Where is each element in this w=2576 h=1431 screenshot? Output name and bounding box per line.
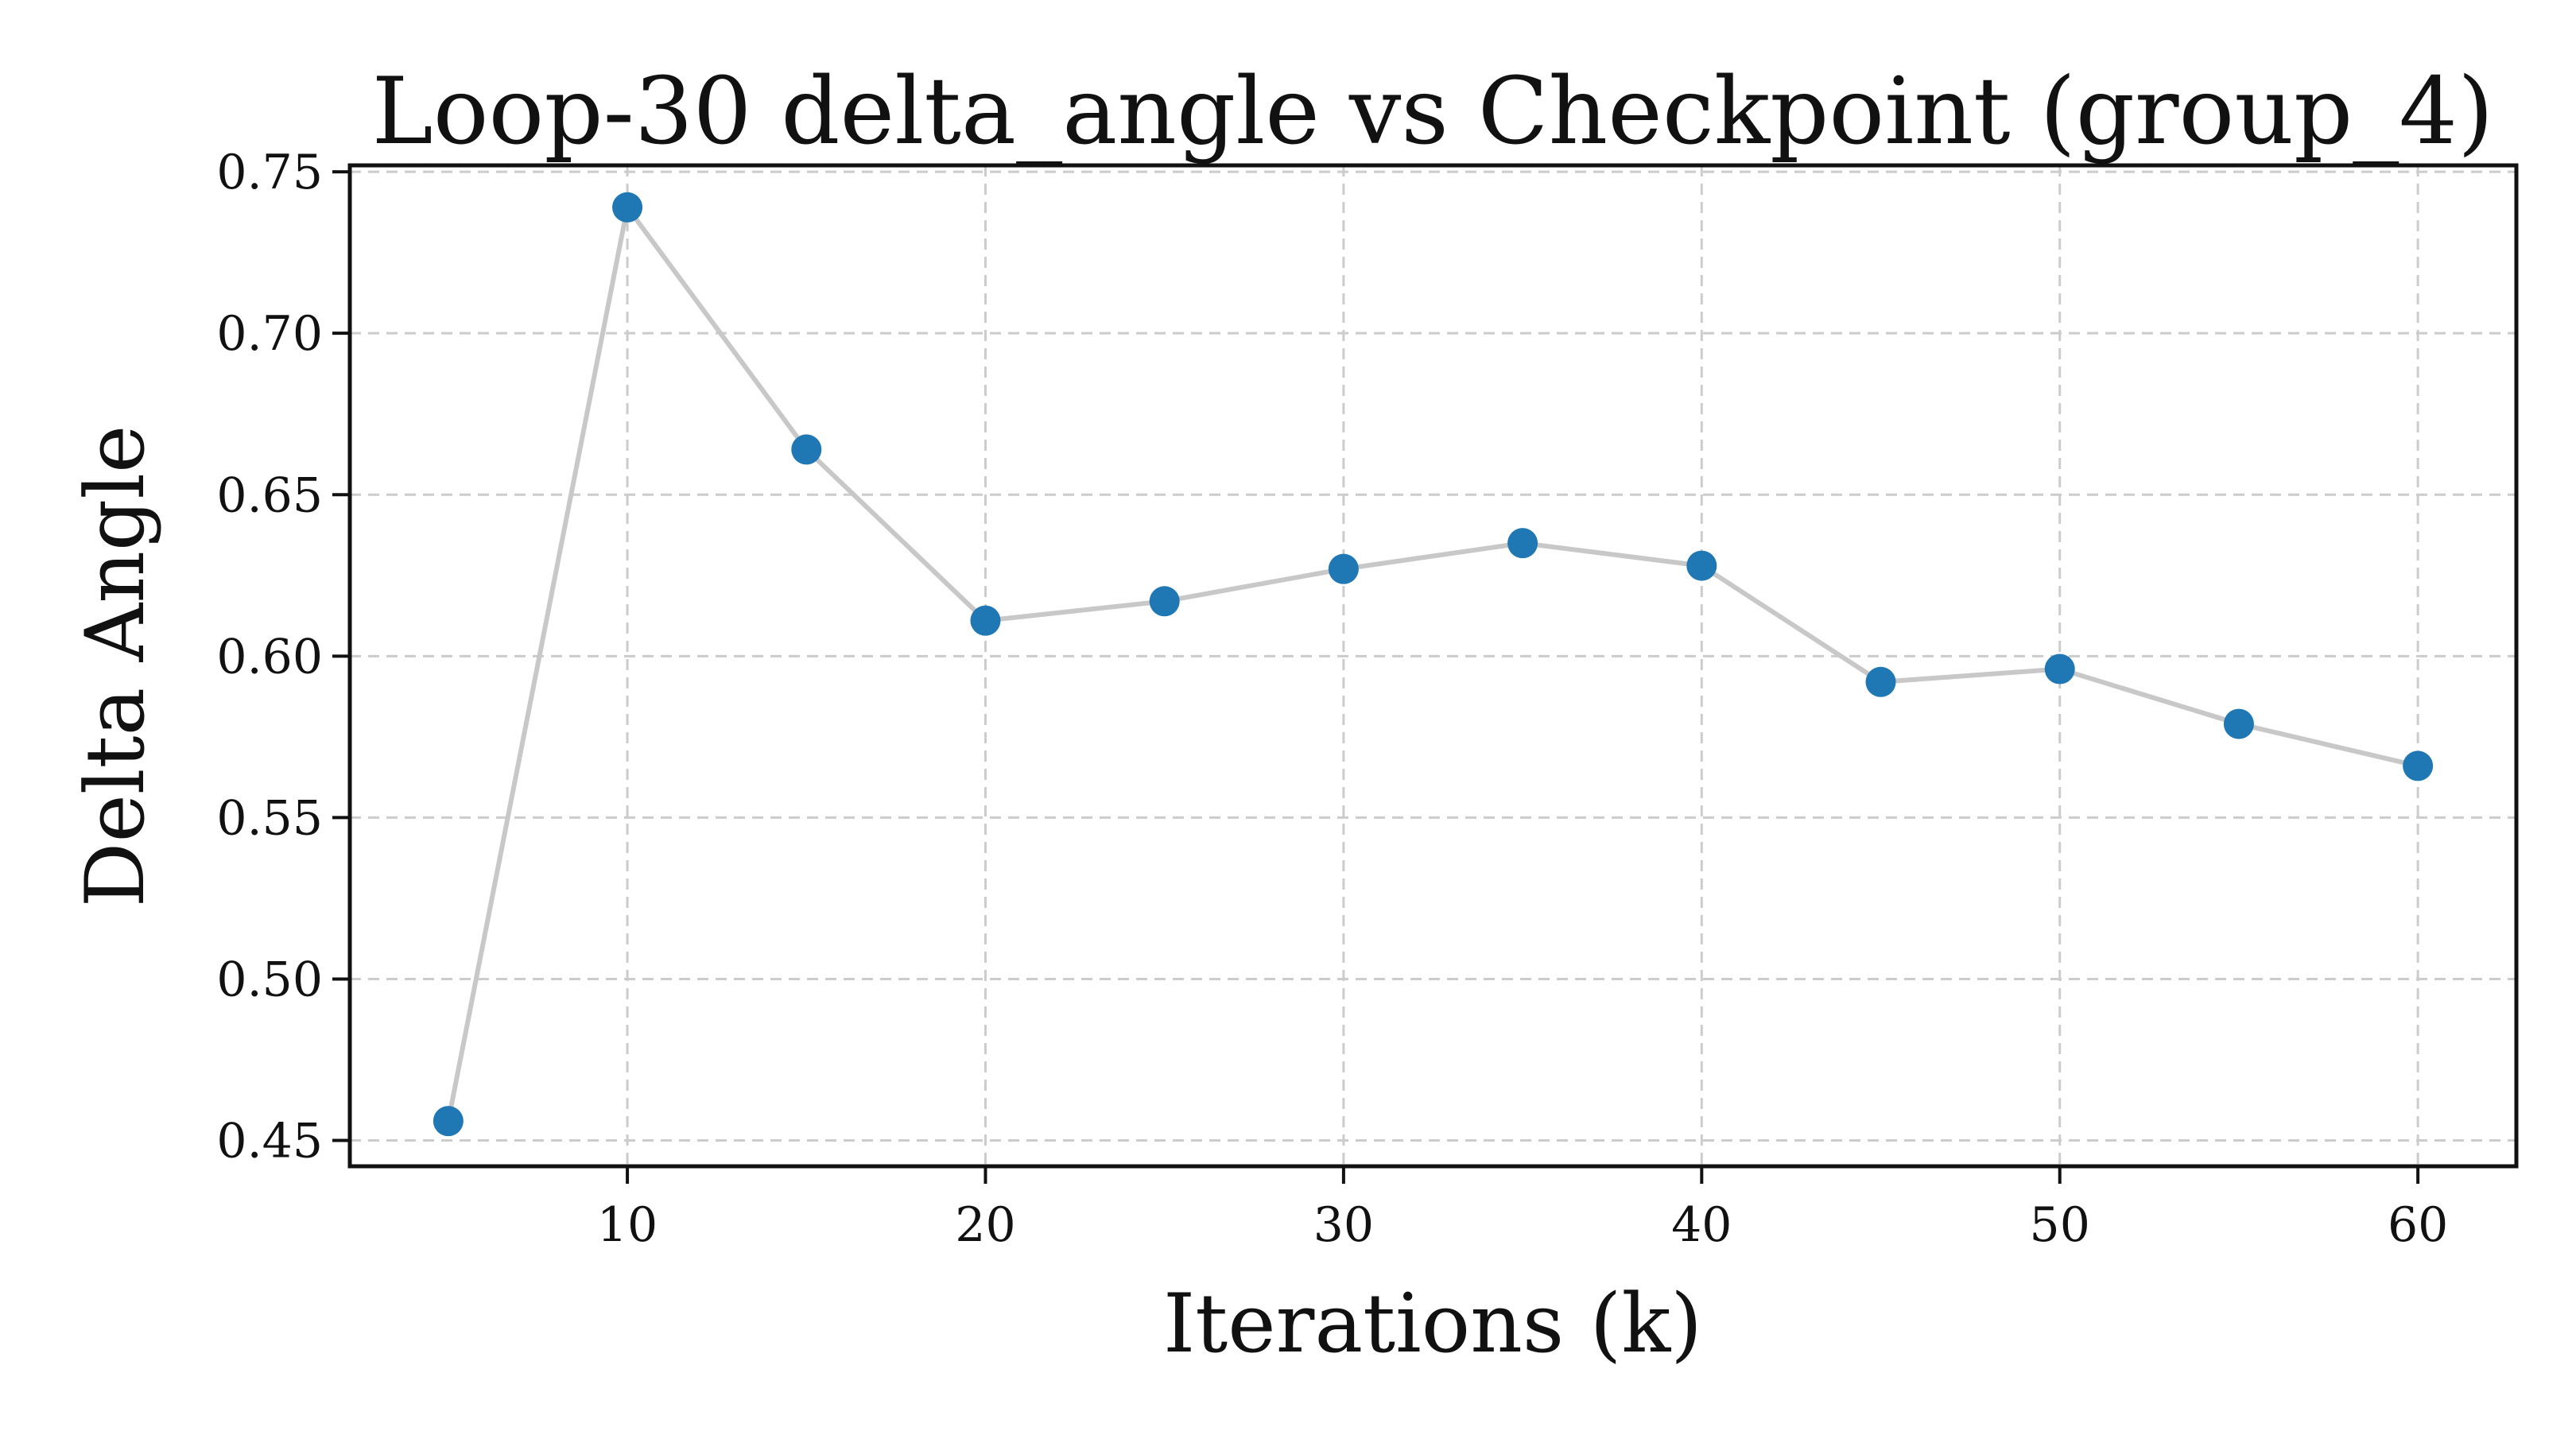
data-point	[1686, 550, 1717, 581]
y-tick-label: 0.55	[216, 790, 323, 846]
data-point	[2403, 750, 2434, 781]
series-line	[445, 204, 2421, 1124]
y-axis-label: Delta Angle	[68, 425, 163, 908]
x-tick-label: 10	[597, 1197, 658, 1253]
x-tick-label: 20	[955, 1197, 1015, 1253]
x-axis: 10 20 30 40 50 60	[597, 1166, 2448, 1253]
data-point	[1149, 586, 1180, 617]
data-point	[2223, 708, 2254, 739]
data-point	[1865, 666, 1896, 697]
points-layer	[433, 192, 2434, 1137]
y-tick-label: 0.65	[216, 467, 323, 523]
x-tick-label: 40	[1671, 1197, 1732, 1253]
x-tick-label: 30	[1313, 1197, 1374, 1253]
data-point	[791, 434, 822, 465]
y-axis: 0.45 0.50 0.55 0.60 0.65 0.70 0.75	[216, 145, 350, 1169]
data-point	[612, 192, 643, 223]
y-tick-label: 0.45	[216, 1114, 323, 1169]
line-layer	[445, 204, 2421, 1124]
x-tick-label: 60	[2388, 1197, 2448, 1253]
plot-frame	[347, 163, 2519, 1169]
data-point	[970, 605, 1001, 636]
x-axis-label: Iterations (k)	[1163, 1277, 1702, 1371]
data-point	[1507, 528, 1538, 559]
chart-title: Loop-30 delta_angle vs Checkpoint (group…	[372, 58, 2494, 165]
data-point	[2044, 653, 2075, 684]
data-point	[433, 1106, 464, 1137]
data-point	[1328, 553, 1359, 584]
y-tick-label: 0.75	[216, 145, 323, 200]
y-tick-label: 0.70	[216, 306, 323, 362]
y-tick-label: 0.60	[216, 629, 323, 684]
y-tick-label: 0.50	[216, 952, 323, 1007]
x-tick-label: 50	[2030, 1197, 2090, 1253]
grid-layer	[350, 165, 2516, 1166]
